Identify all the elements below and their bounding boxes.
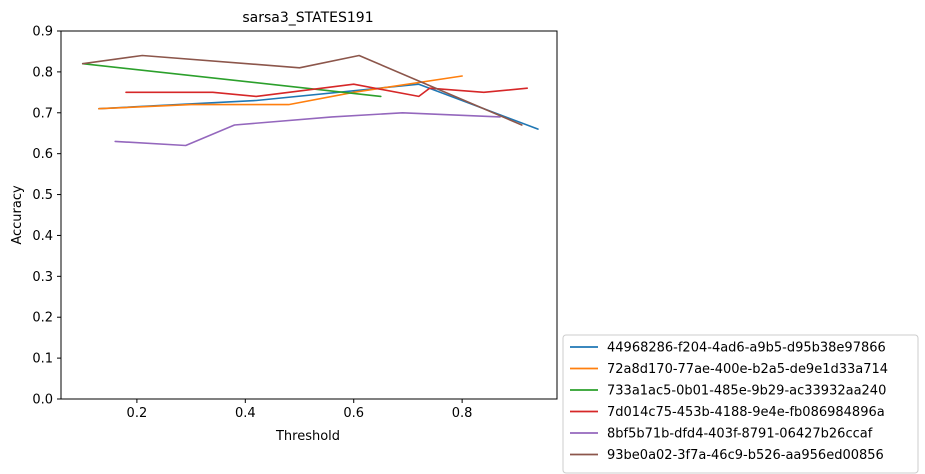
chart-title: sarsa3_STATES191: [242, 10, 373, 26]
plot-lines: [81, 54, 539, 147]
y-tick-label: 0.6: [32, 147, 53, 162]
series-line-5: [114, 112, 501, 147]
x-axis-label: Threshold: [275, 429, 340, 444]
x-tick-label: 0.6: [343, 406, 364, 421]
series-line-2: [98, 75, 463, 110]
legend: 44968286-f204-4ad6-a9b5-d95b38e97866 72a8…: [562, 334, 919, 474]
y-tick-label: 0.5: [32, 188, 53, 203]
y-tick-label: 0.1: [32, 352, 53, 367]
y-tick-label: 0.8: [32, 65, 53, 80]
x-tick-label: 0.2: [127, 406, 148, 421]
legend-entry-label: 7d014c75-453b-4188-9e4e-fb086984896a: [607, 405, 885, 420]
legend-entry-label: 72a8d170-77ae-400e-b2a5-de9e1d33a714: [607, 362, 888, 377]
y-axis-label: Accuracy: [10, 185, 25, 245]
series-line-3: [81, 62, 382, 98]
y-tick-label: 0.7: [32, 106, 53, 121]
legend-entry-label: 8bf5b71b-dfd4-403f-8791-06427b26ccaf: [607, 427, 873, 442]
series-line-6: [81, 54, 523, 126]
y-tick-label: 0.0: [32, 393, 53, 408]
series-line-4: [125, 83, 529, 98]
y-tick-label: 0.2: [32, 311, 53, 326]
y-tick-label: 0.9: [32, 25, 53, 40]
legend-entry-label: 733a1ac5-0b01-485e-9b29-ac33932aa240: [607, 384, 886, 399]
x-tick-label: 0.4: [235, 406, 256, 421]
x-tick-label: 0.8: [452, 406, 473, 421]
x-axis: 0.2 0.4 0.6 0.8: [127, 399, 473, 421]
y-tick-label: 0.3: [32, 270, 53, 285]
y-axis: 0.0 0.1 0.2 0.3 0.4 0.5 0.6 0.7 0.8 0.9: [32, 25, 61, 408]
legend-entry-label: 44968286-f204-4ad6-a9b5-d95b38e97866: [607, 341, 886, 356]
y-tick-label: 0.4: [32, 229, 53, 244]
legend-box: [562, 334, 919, 474]
legend-entry-label: 93be0a02-3f7a-46c9-b526-aa956ed00856: [607, 448, 884, 463]
plot-frame: [60, 30, 558, 400]
